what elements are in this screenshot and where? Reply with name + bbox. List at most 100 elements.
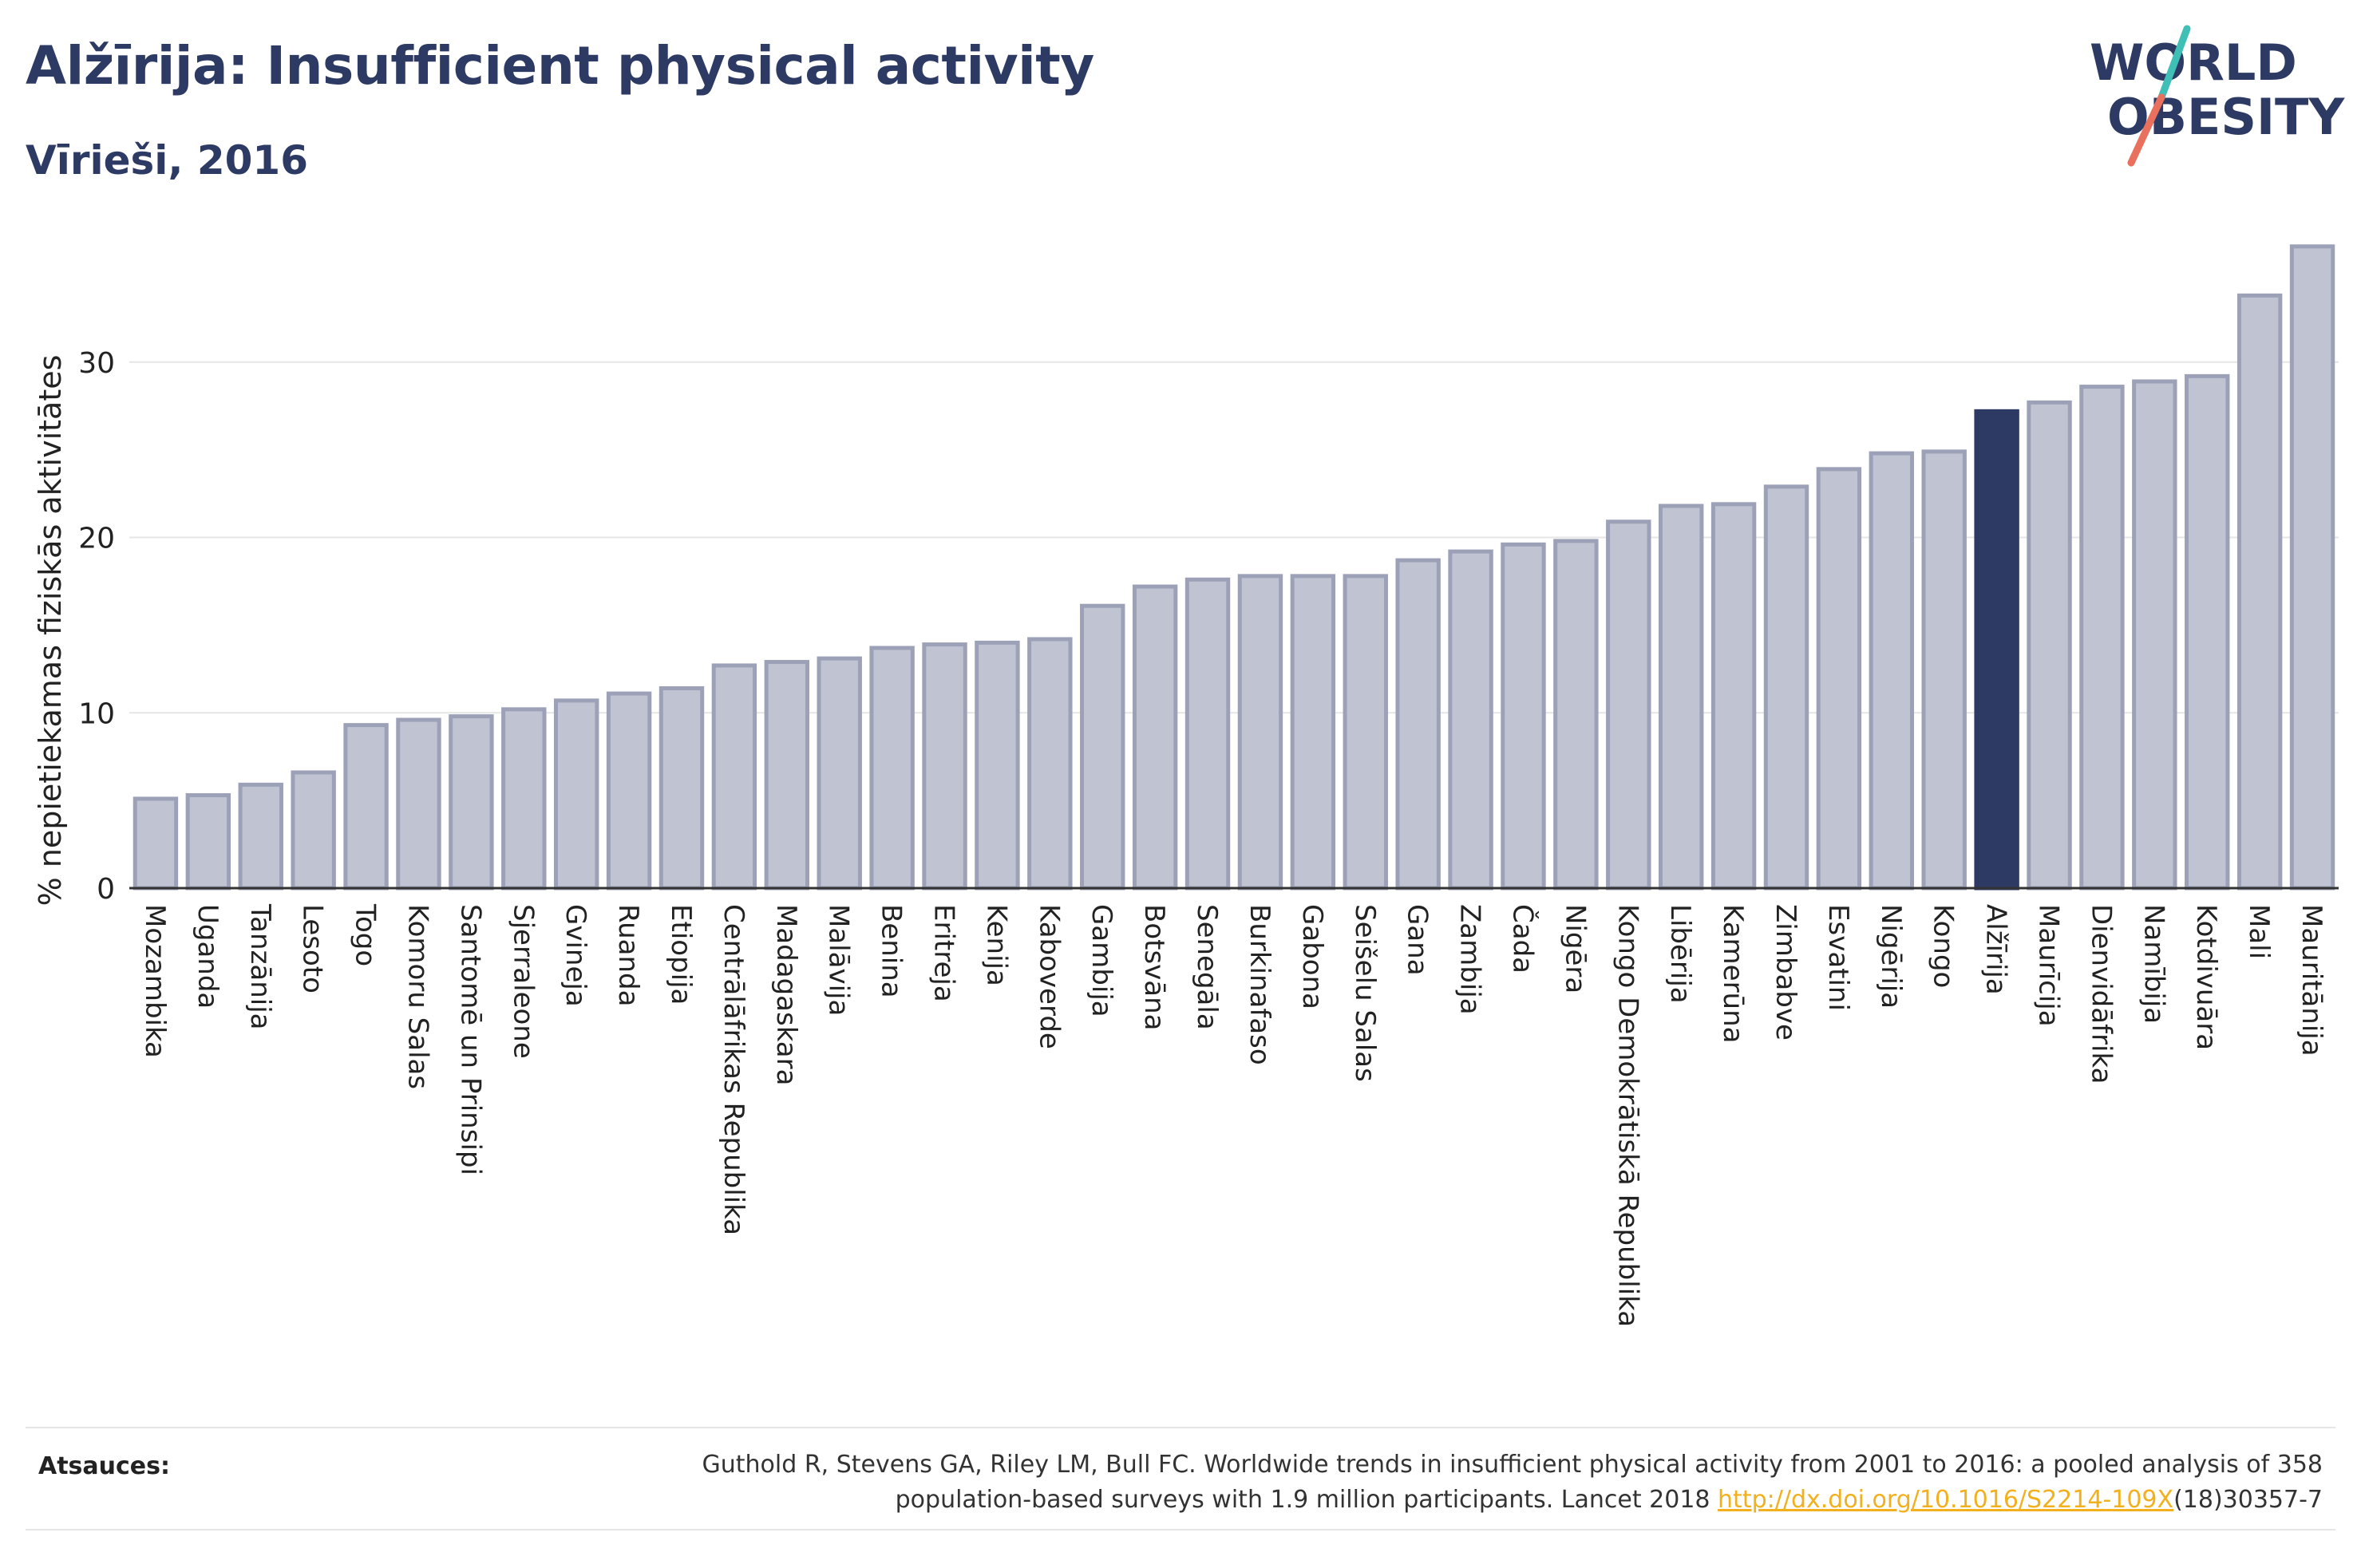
x-tick-label: Kenija — [980, 904, 1012, 986]
y-tick-label: 0 — [97, 873, 115, 906]
bar — [1237, 574, 1283, 891]
x-tick-label: Zambija — [1454, 904, 1486, 1015]
bar — [291, 770, 336, 891]
bar — [2236, 293, 2283, 891]
bar — [449, 714, 494, 891]
x-tick-label: Sjerraleone — [507, 904, 539, 1059]
bar — [1448, 549, 1493, 891]
x-tick-label: Namībija — [2138, 904, 2169, 1024]
sources-text-line-2: population-based surveys with 1.9 millio… — [895, 1486, 1718, 1514]
bars — [132, 244, 2335, 891]
x-tick-label: Senegāla — [1191, 904, 1223, 1030]
x-tick-label: Tanzānija — [244, 903, 276, 1029]
sources-text-line-1: Guthold R, Stevens GA, Riley LM, Bull FC… — [702, 1451, 2323, 1479]
x-tick-label: Čada — [1506, 904, 1539, 974]
y-axis-label: % nepietiekamas fiziskās aktivitātes — [33, 355, 68, 906]
bar — [975, 640, 1020, 891]
x-tick-label: Komoru Salas — [401, 904, 433, 1089]
bar — [1658, 504, 1704, 891]
x-tick-label: Etiopija — [665, 904, 697, 1005]
bar — [1606, 519, 1651, 891]
bar — [1921, 449, 1967, 891]
bar — [396, 717, 441, 891]
bar — [1080, 603, 1125, 891]
bar — [2289, 244, 2335, 891]
footer: Atsauces: Guthold R, Stevens GA, Riley L… — [26, 1427, 2335, 1530]
x-tick-label: Libērija — [1664, 904, 1696, 1004]
x-tick-label: Eritreja — [928, 904, 960, 1002]
x-tick-label: Dienvidāfrika — [2085, 904, 2117, 1084]
bar — [1763, 484, 1809, 891]
y-tick-label: 30 — [78, 347, 115, 380]
x-tick-label: Gana — [1402, 904, 1434, 976]
sources-text-line-2-suffix: (18)30357-7 — [2173, 1486, 2323, 1514]
x-tick-label: Kamerūna — [1717, 904, 1749, 1043]
world-obesity-logo: WORLD OBESITY — [2090, 25, 2345, 167]
bar — [2027, 400, 2072, 891]
bar — [1710, 502, 1757, 891]
bar — [1816, 467, 1862, 891]
x-tick-label: Alžīrija — [1980, 904, 2012, 995]
bar — [238, 782, 283, 891]
bar — [553, 698, 599, 891]
sources-label: Atsauces: — [38, 1452, 170, 1480]
x-tick-label: Santomē un Prinsipi — [454, 904, 486, 1175]
bar-chart: 0 10 20 30 Mozambika Uganda Tanzānija Lesoto To… — [33, 244, 2339, 1327]
bar — [343, 723, 389, 891]
bar — [2132, 379, 2177, 891]
chart-subtitle: Vīrieši, 2016 — [26, 137, 309, 184]
bar — [658, 686, 705, 891]
grid-lines: 0 10 20 30 — [78, 347, 2339, 906]
x-tick-label: Malāvija — [823, 904, 855, 1016]
bar — [1869, 451, 1915, 891]
bar — [817, 656, 862, 891]
x-tick-label: Nigērija — [1875, 904, 1907, 1009]
bar — [2079, 385, 2125, 891]
bar — [922, 642, 967, 891]
x-tick-label: Mali — [2243, 904, 2275, 959]
x-tick-label: Kongo Demokrātiskā Republika — [1612, 904, 1643, 1327]
y-tick-label: 10 — [78, 697, 115, 730]
bar — [711, 663, 757, 891]
x-tick-label: Togo — [350, 903, 382, 966]
x-tick-label: Centrālāfrikas Republika — [718, 904, 749, 1235]
x-tick-label: Benina — [876, 904, 908, 998]
logo-line-1: WORLD — [2090, 34, 2297, 92]
logo-slash-bottom-icon — [2127, 93, 2165, 167]
bar-highlighted — [1974, 409, 2019, 891]
bar — [1184, 577, 1231, 891]
x-tick-label: Zimbabve — [1770, 904, 1801, 1041]
bar — [1290, 574, 1336, 891]
bar — [1132, 584, 1178, 891]
x-tick-label: Gabona — [1296, 904, 1328, 1009]
bar — [132, 796, 179, 891]
x-tick-label: Lesoto — [297, 904, 329, 993]
x-tick-label: Burkinafaso — [1244, 904, 1275, 1065]
bar — [869, 646, 915, 891]
x-tick-label: Maurīcija — [2033, 904, 2065, 1027]
x-tick-label: Madagaskara — [770, 904, 802, 1085]
sources-doi-link[interactable]: http://dx.doi.org/10.1016/S2214-109X — [1718, 1486, 2174, 1514]
bar — [1395, 558, 1441, 891]
y-tick-label: 20 — [78, 523, 115, 555]
bar — [764, 660, 810, 891]
x-tick-label: Ruanda — [612, 904, 644, 1006]
x-tick-label: Kaboverde — [1033, 904, 1065, 1049]
bar — [2185, 373, 2230, 891]
x-tick-label: Uganda — [192, 904, 223, 1009]
bar — [501, 707, 547, 891]
chart-title: Alžīrija: Insufficient physical activity — [26, 35, 1094, 97]
x-tick-label: Esvatini — [1822, 904, 1854, 1011]
x-tick-labels: Mozambika Uganda Tanzānija Lesoto Togo Komoru… — [139, 903, 2327, 1327]
x-tick-label: Gvineja — [560, 904, 591, 1007]
bar — [1343, 574, 1388, 891]
x-tick-label: Kotdivuāra — [2190, 904, 2222, 1050]
x-tick-label: Botsvāna — [1138, 904, 1170, 1031]
x-tick-label: Mozambika — [139, 904, 171, 1058]
x-tick-label: Gambija — [1086, 904, 1117, 1017]
bar — [606, 691, 652, 891]
sources-text: Guthold R, Stevens GA, Riley LM, Bull FC… — [487, 1448, 2323, 1518]
bar — [1553, 539, 1599, 891]
x-tick-label: Seišelu Salas — [1349, 904, 1381, 1082]
logo-slash-top-icon — [2157, 25, 2191, 101]
